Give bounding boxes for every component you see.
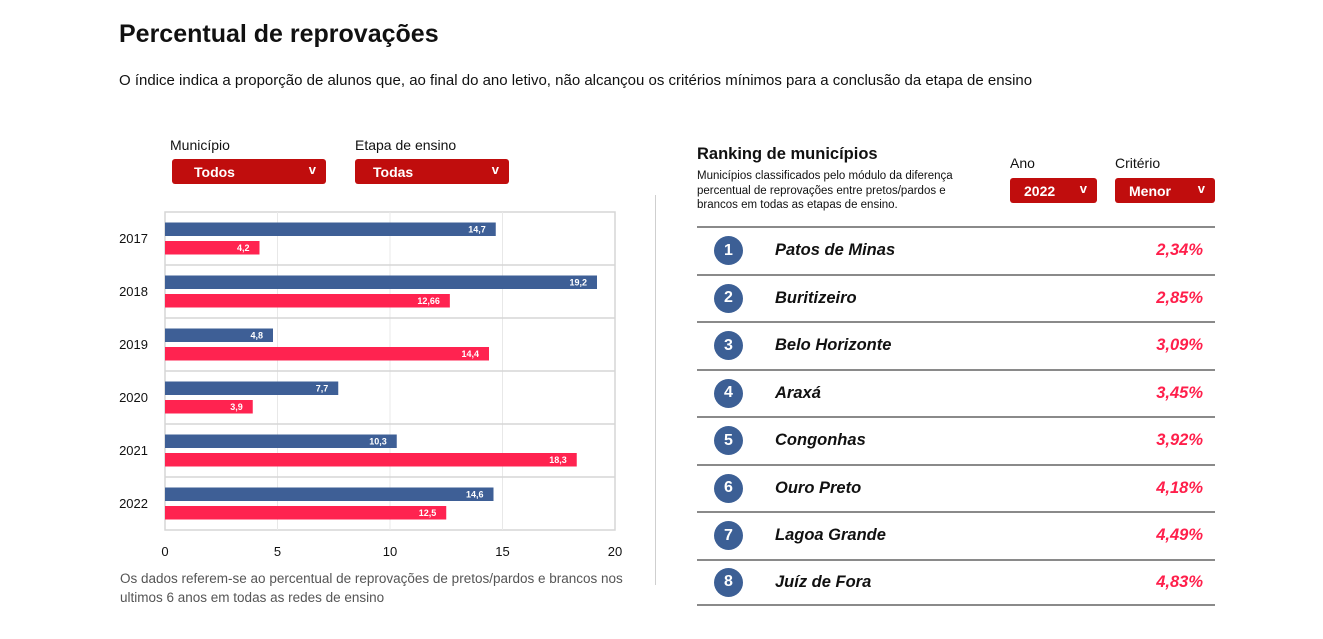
- etapa-dropdown[interactable]: Todas v: [355, 159, 509, 184]
- bar-value-label: 4,2: [237, 243, 250, 253]
- ano-dropdown-value: 2022: [1024, 182, 1056, 199]
- municipio-name: Congonhas: [775, 431, 866, 450]
- municipio-name: Buritizeiro: [775, 288, 857, 307]
- criterio-label: Critério: [1115, 155, 1161, 171]
- difference-value: 4,18%: [1156, 478, 1203, 497]
- municipio-name: Juíz de Fora: [775, 572, 872, 591]
- criterio-dropdown[interactable]: Menor v: [1115, 178, 1215, 203]
- rank-badge: 1: [714, 236, 743, 266]
- rank-badge: 5: [714, 426, 743, 456]
- reprovacoes-bar-chart: 2017 14,7 4,2 2018 19,2 12,66 2019 4,8 14,4 2020 7…: [119, 211, 622, 559]
- year-label: 2022: [119, 496, 148, 511]
- ranking-row: 3 Belo Horizonte 3,09%: [697, 321, 1215, 369]
- ano-label: Ano: [1010, 155, 1035, 171]
- difference-value: 2,34%: [1156, 241, 1203, 260]
- rank-badge: 8: [714, 567, 743, 597]
- x-tick-label: 15: [495, 544, 509, 559]
- ranking-row: 7 Lagoa Grande 4,49%: [697, 511, 1215, 559]
- bar: [165, 506, 447, 520]
- difference-value: 3,45%: [1156, 383, 1203, 402]
- municipio-dropdown-value: Todos: [194, 163, 235, 180]
- municipio-name: Patos de Minas: [775, 241, 896, 260]
- bar: [165, 453, 577, 467]
- rank-badge: 6: [714, 473, 743, 503]
- chevron-down-icon: v: [1079, 181, 1087, 196]
- ranking-list: 1 Patos de Minas 2,34% 2 Buritizeiro 2,8…: [697, 226, 1215, 606]
- etapa-dropdown-value: Todas: [373, 163, 414, 180]
- bar-value-label: 14,4: [461, 349, 479, 359]
- difference-value: 3,09%: [1156, 336, 1203, 355]
- ranking-row: 2 Buritizeiro 2,85%: [697, 273, 1215, 322]
- ranking-row: 5 Congonhas 3,92%: [697, 416, 1215, 464]
- bar-value-label: 14,6: [466, 489, 484, 499]
- rank-badge: 7: [714, 521, 743, 551]
- chevron-down-icon: v: [1197, 181, 1205, 196]
- ranking-description: Municípios classificados pelo módulo da …: [697, 170, 953, 211]
- chevron-down-icon: v: [491, 162, 499, 177]
- municipio-name: Ouro Preto: [775, 478, 862, 497]
- year-label: 2019: [119, 337, 148, 352]
- x-tick-label: 0: [161, 544, 168, 559]
- bar: [165, 241, 260, 255]
- municipio-dropdown[interactable]: Todos v: [172, 159, 326, 184]
- rank-badge: 4: [714, 378, 743, 408]
- bar-value-label: 18,3: [549, 455, 567, 465]
- criterio-dropdown-value: Menor: [1129, 182, 1171, 199]
- bar-value-label: 12,5: [419, 508, 437, 518]
- bar: [165, 400, 253, 414]
- ranking-row: 8 Juíz de Fora 4,83%: [697, 558, 1215, 606]
- bar-value-label: 14,7: [468, 224, 486, 234]
- difference-value: 4,83%: [1156, 572, 1203, 591]
- etapa-label: Etapa de ensino: [355, 137, 457, 153]
- bar-value-label: 12,66: [417, 296, 440, 306]
- bar: [165, 275, 597, 289]
- bar: [165, 328, 273, 342]
- rank-badge: 2: [714, 283, 743, 313]
- bar: [165, 487, 494, 501]
- chart-note: Os dados referem-se ao percentual de rep…: [120, 571, 623, 605]
- bar: [165, 434, 397, 448]
- x-tick-label: 10: [383, 544, 397, 559]
- bar: [165, 347, 489, 361]
- x-tick-label: 20: [608, 544, 622, 559]
- municipio-name: Lagoa Grande: [775, 526, 886, 545]
- bar-value-label: 4,8: [250, 330, 263, 340]
- year-label: 2021: [119, 443, 148, 458]
- ranking-row: 4 Araxá 3,45%: [697, 368, 1215, 417]
- x-tick-label: 5: [274, 544, 281, 559]
- ano-dropdown[interactable]: 2022 v: [1010, 178, 1097, 203]
- chevron-down-icon: v: [308, 162, 316, 177]
- municipio-name: Belo Horizonte: [775, 336, 892, 355]
- year-label: 2017: [119, 231, 148, 246]
- year-label: 2018: [119, 284, 148, 299]
- bar: [165, 294, 450, 308]
- bar: [165, 222, 496, 236]
- year-label: 2020: [119, 390, 148, 405]
- municipio-name: Araxá: [775, 383, 821, 402]
- bar: [165, 381, 339, 395]
- page-subtitle: O índice indica a proporção de alunos qu…: [119, 72, 1033, 89]
- ranking-row: 6 Ouro Preto 4,18%: [697, 463, 1215, 512]
- rank-badge: 3: [714, 331, 743, 361]
- bar-value-label: 10,3: [369, 436, 387, 446]
- page-title: Percentual de reprovações: [119, 20, 439, 48]
- ranking-title: Ranking de municípios: [697, 145, 878, 163]
- divider: [655, 195, 656, 585]
- difference-value: 4,49%: [1156, 526, 1203, 545]
- bar-value-label: 3,9: [230, 402, 243, 412]
- bar-value-label: 19,2: [569, 277, 587, 287]
- bar-value-label: 7,7: [316, 383, 329, 393]
- difference-value: 2,85%: [1156, 288, 1203, 307]
- difference-value: 3,92%: [1156, 431, 1203, 450]
- ranking-row: 1 Patos de Minas 2,34%: [697, 226, 1215, 274]
- municipio-label: Município: [170, 137, 230, 153]
